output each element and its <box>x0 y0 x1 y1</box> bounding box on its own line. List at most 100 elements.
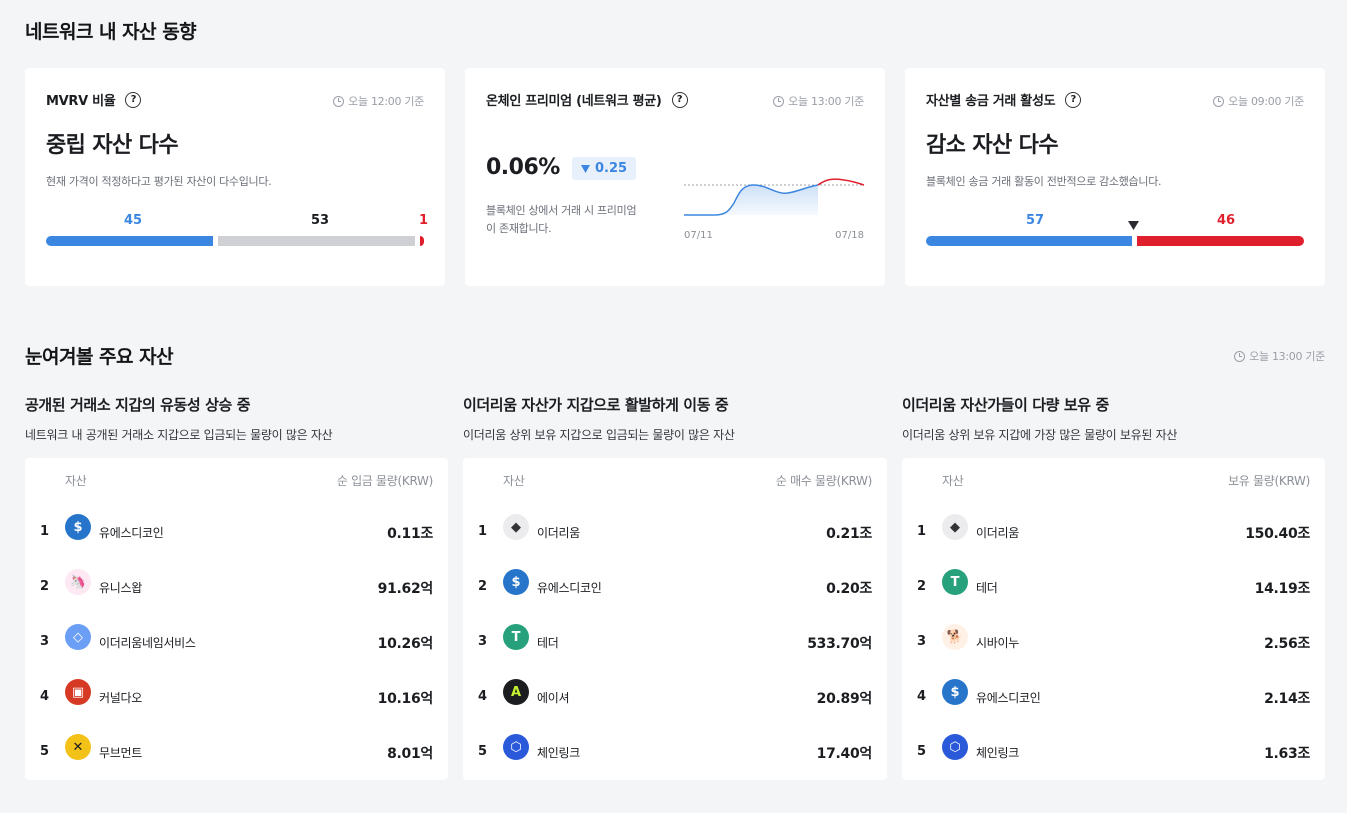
asset-name: 유니스왑 <box>99 581 142 595</box>
asset-name: 커널다오 <box>99 691 142 705</box>
help-icon[interactable]: ? <box>125 91 142 108</box>
usdc-icon: $ <box>65 514 91 540</box>
rank: 1 <box>40 524 50 539</box>
table-row[interactable]: 1 $ 유에스디코인 0.11조 <box>25 510 448 565</box>
col2-title: 이더리움 자산가 지갑으로 활발하게 이동 중 <box>463 396 729 414</box>
table-row[interactable]: 3 ◇ 이더리움네임서비스 10.26억 <box>25 620 448 675</box>
sparkline-area <box>684 184 818 215</box>
rank: 3 <box>917 634 927 649</box>
col1-description: 네트워크 내 공개된 거래소 지갑으로 입금되는 물량이 많은 자산 <box>25 428 333 442</box>
help-icon[interactable]: ? <box>1065 91 1082 108</box>
col2-head-asset: 자산 <box>503 474 525 488</box>
chart-end-date: 07/18 <box>835 230 864 241</box>
premium-time-label: 오늘 13:00 기준 <box>788 95 864 108</box>
down-triangle-icon <box>581 164 590 173</box>
asset-value: 2.14조 <box>1264 691 1310 707</box>
transfer-timestamp: 오늘 09:00 기준 <box>1213 93 1304 109</box>
premium-desc-line2: 이 존재합니다. <box>486 222 552 235</box>
table-row[interactable]: 5 ⬡ 체인링크 1.63조 <box>902 730 1325 785</box>
asset-name: 테더 <box>976 581 998 595</box>
table-row[interactable]: 2 $ 유에스디코인 0.20조 <box>463 565 887 620</box>
table-row[interactable]: 2 T 테더 14.19조 <box>902 565 1325 620</box>
uniswap-icon: 🦄 <box>65 569 91 595</box>
premium-change-value: 0.25 <box>595 161 628 176</box>
rank: 4 <box>917 689 927 704</box>
rank: 2 <box>40 579 50 594</box>
transfer-headline: 감소 자산 다수 <box>926 133 1059 158</box>
rank: 3 <box>478 634 488 649</box>
col2-table: 자산 순 매수 물량(KRW) 1 ◆ 이더리움 0.21조 2 $ 유에스디코… <box>463 458 887 780</box>
kernel-icon: ▣ <box>65 679 91 705</box>
transfer-increase-count: 57 <box>1026 213 1045 228</box>
mvrv-timestamp: 오늘 12:00 기준 <box>333 93 424 109</box>
sparkline-blue-line <box>684 184 819 216</box>
sparkline-red-line <box>817 178 865 186</box>
table-row[interactable]: 4 A 에이셔 20.89억 <box>463 675 887 730</box>
col3-head-asset: 자산 <box>942 474 964 488</box>
rank: 5 <box>917 744 927 759</box>
transfer-time-label: 오늘 09:00 기준 <box>1228 95 1304 108</box>
asset-name: 유에스디코인 <box>976 691 1041 705</box>
table-row[interactable]: 5 ✕ 무브먼트 8.01억 <box>25 730 448 785</box>
usdc-icon: $ <box>503 569 529 595</box>
usdc-icon: $ <box>942 679 968 705</box>
table-row[interactable]: 4 $ 유에스디코인 2.14조 <box>902 675 1325 730</box>
section-title-key-assets: 눈여겨볼 주요 자산 <box>25 346 174 368</box>
transfer-card: 자산별 송금 거래 활성도 ? 오늘 09:00 기준 감소 자산 다수 블록체… <box>905 68 1325 286</box>
rank: 4 <box>478 689 488 704</box>
shiba-icon: 🐕 <box>942 624 968 650</box>
asset-name: 이더리움 <box>976 526 1019 540</box>
premium-card: 온체인 프리미엄 (네트워크 평균) ? 오늘 13:00 기준 0.06% 0… <box>465 68 885 286</box>
premium-timestamp: 오늘 13:00 기준 <box>773 93 864 109</box>
ens-icon: ◇ <box>65 624 91 650</box>
table-row[interactable]: 2 🦄 유니스왑 91.62억 <box>25 565 448 620</box>
table-row[interactable]: 3 T 테더 533.70억 <box>463 620 887 675</box>
transfer-decrease-count: 46 <box>1217 213 1236 228</box>
asset-value: 150.40조 <box>1245 526 1310 542</box>
clock-icon <box>1213 95 1225 107</box>
premium-description: 블록체인 상에서 거래 시 프리미엄 이 존재합니다. <box>486 202 637 238</box>
transfer-title: 자산별 송금 거래 활성도 ? <box>926 90 1082 109</box>
table-row[interactable]: 3 🐕 시바이누 2.56조 <box>902 620 1325 675</box>
asset-name: 무브먼트 <box>99 746 142 760</box>
table-row[interactable]: 5 ⬡ 체인링크 17.40억 <box>463 730 887 785</box>
help-icon[interactable]: ? <box>671 91 688 108</box>
table-row[interactable]: 1 ◆ 이더리움 0.21조 <box>463 510 887 565</box>
asset-value: 533.70억 <box>807 636 872 652</box>
col3-description: 이더리움 상위 보유 지갑에 가장 많은 물량이 보유된 자산 <box>902 428 1178 442</box>
transfer-decrease-bar <box>1137 236 1304 246</box>
mvrv-neutral-count: 53 <box>311 213 330 228</box>
col1-head-value: 순 입금 물량(KRW) <box>336 474 433 488</box>
col2-description: 이더리움 상위 보유 지갑으로 입금되는 물량이 많은 자산 <box>463 428 735 442</box>
asset-name: 에이셔 <box>537 691 570 705</box>
ethereum-icon: ◆ <box>503 514 529 540</box>
rank: 1 <box>478 524 488 539</box>
premium-value: 0.06% <box>486 155 560 180</box>
transfer-title-label: 자산별 송금 거래 활성도 <box>926 94 1056 109</box>
mvrv-low-count: 45 <box>124 213 143 228</box>
section2-time-label: 오늘 13:00 기준 <box>1249 350 1325 363</box>
tether-icon: T <box>503 624 529 650</box>
table-row[interactable]: 1 ◆ 이더리움 150.40조 <box>902 510 1325 565</box>
chainlink-icon: ⬡ <box>503 734 529 760</box>
section-title-network-trends: 네트워크 내 자산 동향 <box>25 21 197 43</box>
premium-title-label: 온체인 프리미엄 (네트워크 평균) <box>486 94 662 109</box>
table-row[interactable]: 4 ▣ 커널다오 10.16억 <box>25 675 448 730</box>
section2-timestamp: 오늘 13:00 기준 <box>1234 348 1325 364</box>
col1-head-asset: 자산 <box>65 474 87 488</box>
rank: 2 <box>917 579 927 594</box>
tether-icon: T <box>942 569 968 595</box>
asset-value: 1.63조 <box>1264 746 1310 762</box>
clock-icon <box>773 95 785 107</box>
mvrv-high-bar <box>420 236 424 246</box>
asset-name: 시바이누 <box>976 636 1019 650</box>
asset-value: 0.11조 <box>387 526 433 542</box>
mvrv-time-label: 오늘 12:00 기준 <box>348 95 424 108</box>
col2-head-value: 순 매수 물량(KRW) <box>775 474 872 488</box>
chart-start-date: 07/11 <box>684 230 713 241</box>
mvrv-title: MVRV 비율 ? <box>46 90 142 109</box>
premium-desc-line1: 블록체인 상에서 거래 시 프리미엄 <box>486 204 637 217</box>
rank: 1 <box>917 524 927 539</box>
asset-name: 유에스디코인 <box>537 581 602 595</box>
rank: 4 <box>40 689 50 704</box>
